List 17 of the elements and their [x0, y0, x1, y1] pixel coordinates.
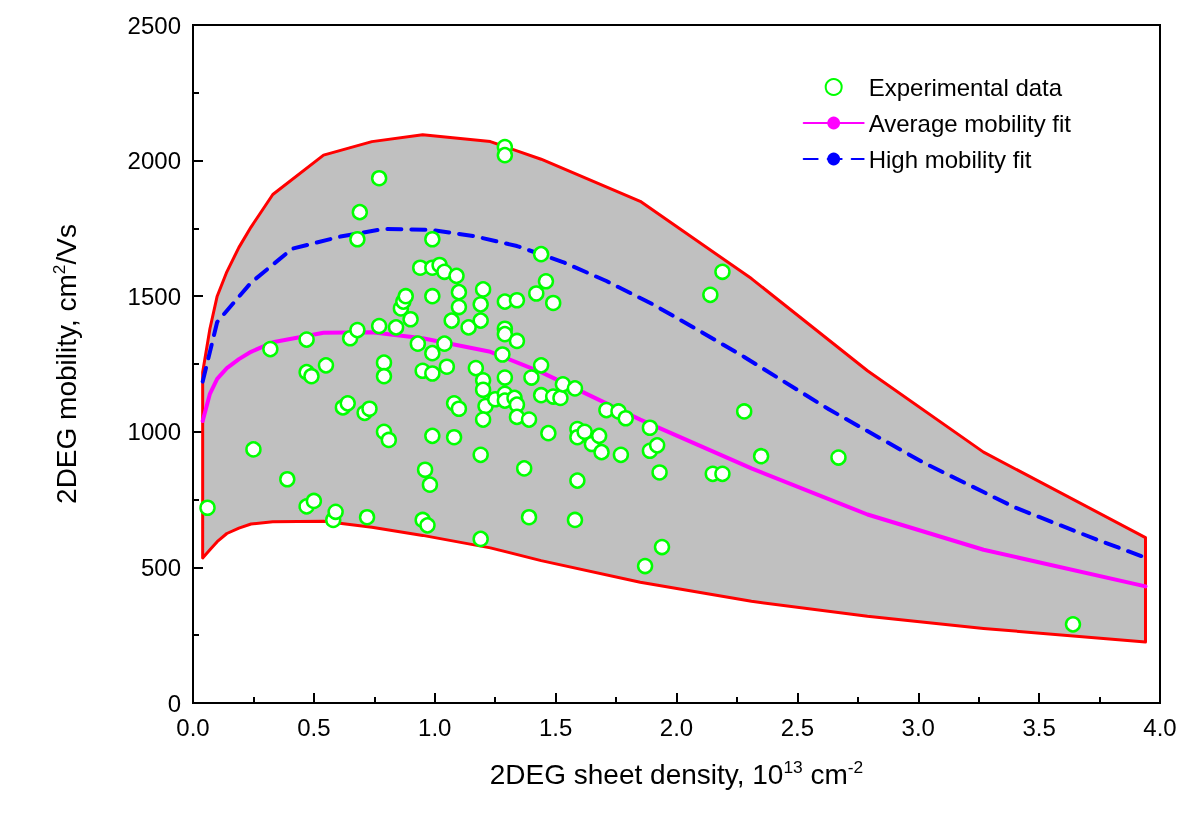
y-tick-label: 2500: [127, 11, 181, 39]
y-tick-label: 2000: [127, 147, 181, 175]
x-tick-label: 1.0: [418, 713, 452, 741]
x-tick-label: 4.0: [1143, 713, 1177, 741]
legend-label: Experimental data: [868, 73, 1063, 101]
x-tick-label: 1.5: [538, 713, 573, 741]
x-tick-label: 3.5: [1022, 713, 1056, 741]
legend-label: High mobility fit: [868, 145, 1032, 173]
x-tick-label: 3.0: [901, 713, 935, 741]
y-tick-label: 500: [140, 553, 181, 581]
y-axis-title: 2DEG mobility, cm2/Vs: [49, 224, 83, 504]
x-tick-label: 2.5: [780, 713, 815, 741]
x-tick-label: 0.5: [297, 713, 331, 741]
legend-label: Average mobility fit: [868, 109, 1072, 137]
y-tick-label: 1500: [127, 282, 181, 310]
y-tick-label: 1000: [127, 418, 181, 446]
x-tick-label: 2.0: [659, 713, 694, 741]
